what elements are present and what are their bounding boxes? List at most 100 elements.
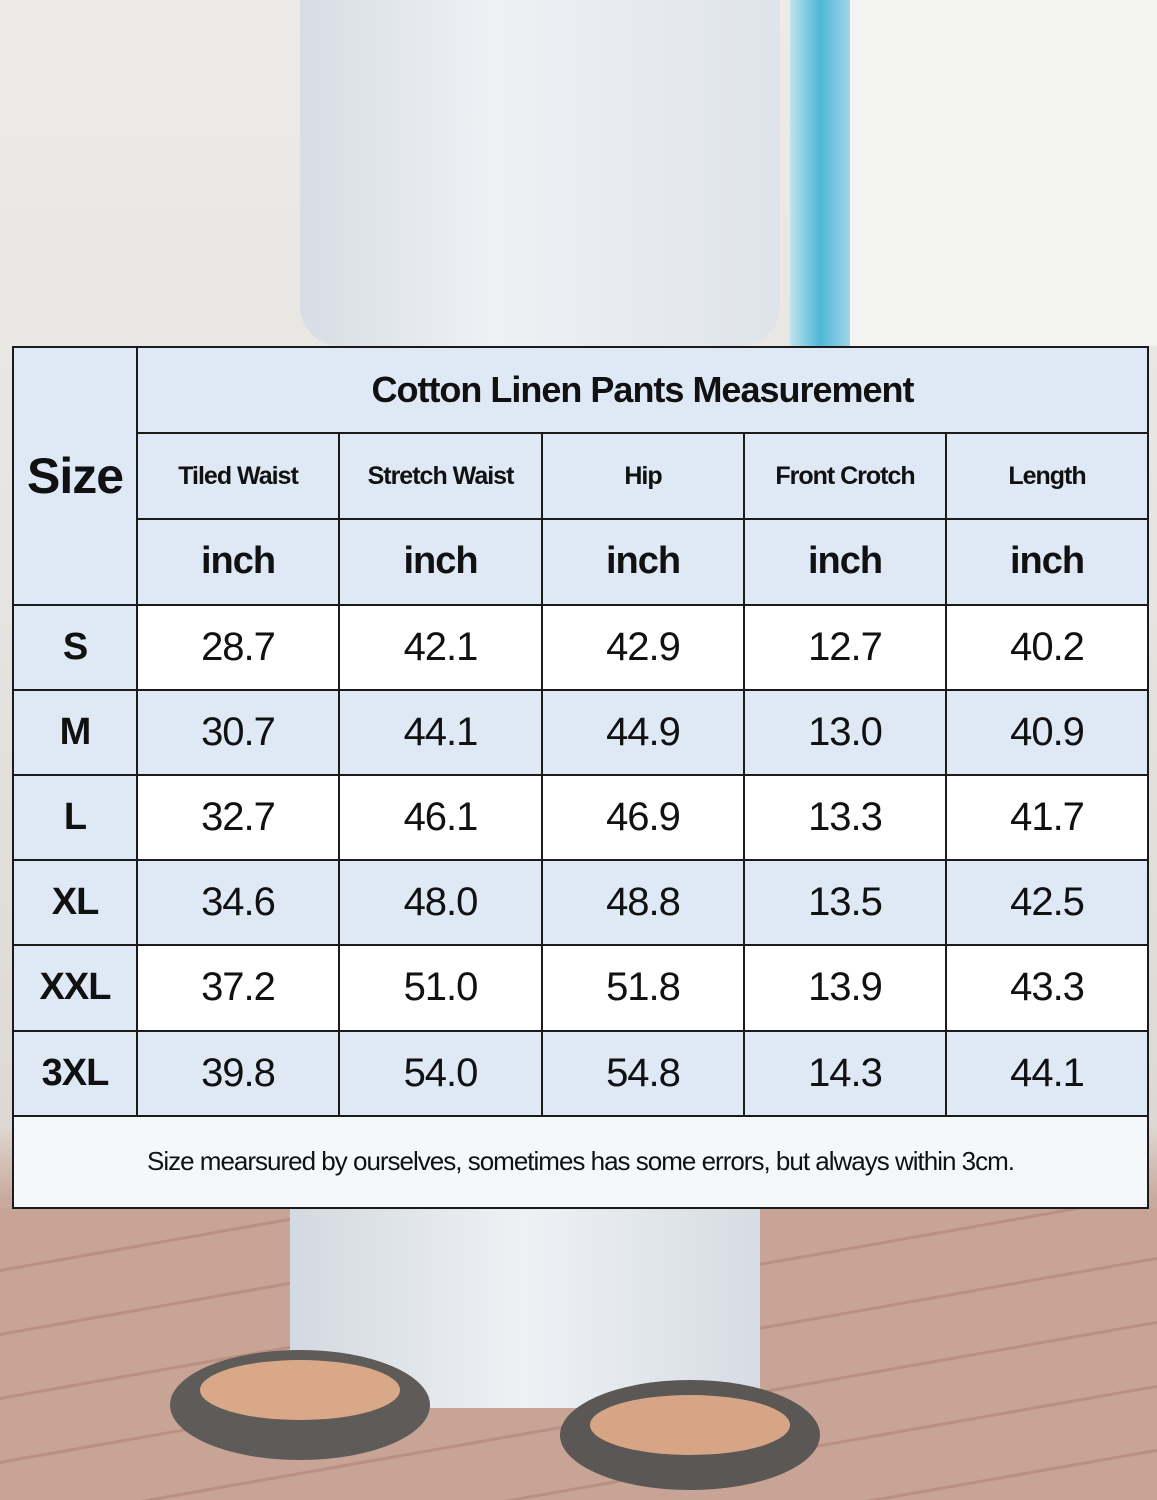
measurement-cell: 48.0 [338, 859, 543, 947]
measurement-cell-text: 14.3 [808, 1050, 883, 1095]
measurement-cell-text: 54.8 [606, 1050, 681, 1095]
measurement-cell-text: 41.7 [1010, 795, 1085, 840]
measurement-cell-text: 42.5 [1010, 880, 1085, 925]
unit-cell: inch [136, 518, 340, 606]
size-label: M [12, 688, 138, 776]
measurement-cell: 30.7 [136, 688, 340, 776]
footnote-text: Size mearsured by ourselves, sometimes h… [147, 1146, 1015, 1177]
chart-title: Cotton Linen Pants Measurement [135, 345, 1150, 435]
column-header-text: Front Crotch [775, 461, 915, 490]
measurement-cell: 40.9 [944, 688, 1150, 776]
column-header: Length [944, 432, 1150, 521]
measurement-cell: 44.1 [944, 1029, 1150, 1117]
measurement-cell-text: 34.6 [201, 880, 276, 925]
measurement-cell-text: 28.7 [201, 624, 276, 669]
measurement-cell: 44.1 [338, 688, 543, 776]
measurement-cell: 44.9 [541, 688, 745, 776]
size-label-text: L [63, 796, 87, 839]
measurement-cell-text: 44.9 [606, 709, 681, 754]
measurement-cell-text: 48.8 [606, 880, 681, 925]
size-label: 3XL [12, 1029, 138, 1117]
footnote-row: Size mearsured by ourselves, sometimes h… [11, 1114, 1150, 1210]
column-header-text: Hip [624, 461, 662, 490]
unit-cell-text: inch [403, 540, 478, 583]
measurement-cell: 46.9 [541, 773, 745, 862]
measurement-cell: 41.7 [944, 773, 1150, 862]
measurement-cell: 39.8 [136, 1029, 340, 1117]
measurement-cell-text: 48.0 [403, 880, 479, 925]
wall [850, 0, 1157, 346]
measurement-cell: 51.0 [338, 944, 543, 1032]
measurement-cell: 54.8 [541, 1029, 745, 1117]
measurement-cell: 42.9 [541, 603, 745, 691]
measurement-cell: 42.1 [338, 603, 543, 691]
measurement-cell-text: 51.8 [606, 965, 681, 1010]
measurement-cell: 14.3 [743, 1029, 947, 1117]
unit-cell: inch [338, 518, 543, 606]
measurement-cell: 12.7 [743, 603, 947, 691]
column-header: Hip [541, 432, 745, 521]
size-row: XXL 37.2 51.0 51.8 13.9 43.3 [12, 944, 1150, 1032]
measurement-cell-text: 39.8 [201, 1050, 276, 1095]
right-foot [590, 1395, 790, 1455]
measurement-cell: 34.6 [136, 859, 340, 947]
measurement-cell-text: 13.3 [808, 795, 883, 840]
size-row: 3XL 39.8 54.0 54.8 14.3 44.1 [12, 1029, 1150, 1117]
unit-cell: inch [743, 518, 947, 606]
size-header-cell-text: Size [26, 447, 124, 504]
column-header: Front Crotch [743, 432, 947, 521]
measurement-cell-text: 37.2 [201, 965, 276, 1010]
size-row: L 32.7 46.1 46.9 13.3 41.7 [12, 773, 1150, 862]
column-header: Stretch Waist [338, 432, 543, 521]
measurement-cell: 51.8 [541, 944, 745, 1032]
measurement-cell-text: 42.1 [403, 624, 479, 669]
chart-title-text: Cotton Linen Pants Measurement [371, 369, 914, 411]
measurement-cell-text: 40.9 [1010, 709, 1085, 754]
measurement-cell-text: 13.9 [808, 965, 883, 1010]
measurement-cell: 43.3 [944, 944, 1150, 1032]
column-header-text: Tiled Waist [178, 461, 299, 490]
size-row: M 30.7 44.1 44.9 13.0 40.9 [12, 688, 1150, 776]
measurement-cell-text: 12.7 [808, 624, 883, 669]
measurement-cell: 54.0 [338, 1029, 543, 1117]
measurement-cell: 42.5 [944, 859, 1150, 947]
unit-cell-text: inch [807, 540, 883, 583]
column-header-row: Tiled Waist Stretch Waist Hip Front Crotch L… [13, 432, 1150, 521]
size-label-text: M [59, 710, 92, 753]
size-row: S 28.7 42.1 42.9 12.7 40.2 [12, 603, 1150, 691]
measurement-cell-text: 13.5 [808, 880, 883, 925]
measurement-cell: 48.8 [541, 859, 745, 947]
title-row: Size Cotton Linen Pants Measurement [12, 345, 1150, 606]
unit-cell: inch [541, 518, 745, 606]
size-label: S [12, 603, 138, 691]
unit-row: inch inch inch inch inch [13, 518, 1150, 606]
unit-cell-text: inch [200, 540, 276, 583]
measurement-cell-text: 46.1 [403, 795, 479, 840]
size-label-text: XXL [39, 966, 112, 1009]
measurement-cell-text: 30.7 [201, 709, 276, 754]
size-label-text: XL [51, 881, 100, 924]
measurement-cell: 40.2 [944, 603, 1150, 691]
measurement-cell-text: 42.9 [606, 624, 681, 669]
measurement-cell-text: 54.0 [403, 1050, 479, 1095]
measurement-cell: 37.2 [136, 944, 340, 1032]
footnote: Size mearsured by ourselves, sometimes h… [11, 1114, 1150, 1210]
measurement-cell: 13.9 [743, 944, 947, 1032]
unit-cell: inch [944, 518, 1150, 606]
unit-cell-text: inch [1009, 540, 1085, 583]
measurement-cell-text: 44.1 [1010, 1050, 1085, 1095]
measurement-cell-text: 32.7 [201, 795, 276, 840]
pants-waist [300, 0, 780, 346]
size-label-text: 3XL [41, 1051, 110, 1094]
measurement-cell-text: 43.3 [1010, 965, 1085, 1010]
measurement-cell: 13.5 [743, 859, 947, 947]
unit-cell-text: inch [605, 540, 681, 583]
column-header-text: Stretch Waist [367, 461, 515, 490]
column-header: Tiled Waist [136, 432, 340, 521]
measurement-cell: 32.7 [136, 773, 340, 862]
measurement-cell: 46.1 [338, 773, 543, 862]
measurement-cell-text: 44.1 [403, 709, 479, 754]
size-label: L [12, 773, 138, 862]
size-row: XL 34.6 48.0 48.8 13.5 42.5 [12, 859, 1150, 947]
